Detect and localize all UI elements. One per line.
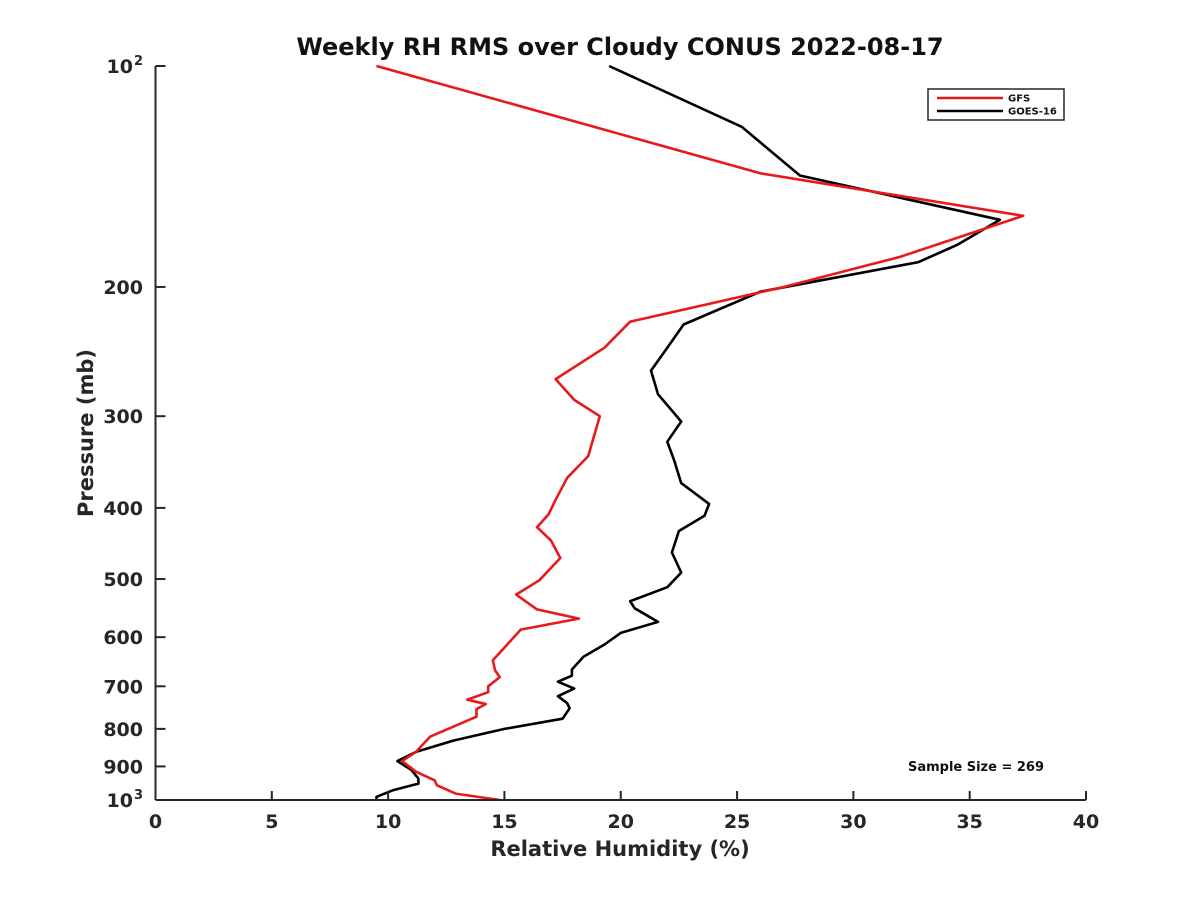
legend: GFS GOES-16: [927, 88, 1065, 121]
y-tick-label: 500: [103, 569, 143, 591]
x-tick-label: 10: [375, 811, 401, 833]
axes: [154, 66, 1086, 801]
y-tick-label: 300: [103, 406, 143, 428]
series-line-goes-16: [375, 64, 1002, 800]
y-axis-label: Pressure (mb): [74, 349, 98, 517]
x-tick-label: 5: [265, 811, 278, 833]
series-layer: [375, 64, 1025, 802]
chart-title: Weekly RH RMS over Cloudy CONUS 2022-08-…: [296, 33, 943, 61]
legend-label: GOES-16: [1008, 107, 1057, 118]
y-tick-label: 400: [103, 498, 143, 520]
x-tick-label: 15: [491, 811, 517, 833]
legend-label: GFS: [1008, 94, 1030, 105]
y-tick-exponent: 2: [134, 54, 143, 69]
x-tick-label: 20: [608, 811, 634, 833]
y-tick-exponent: 3: [134, 788, 143, 803]
x-tick-label: 35: [956, 811, 982, 833]
sample-size-label: Sample Size = 269: [908, 760, 1044, 775]
x-tick-label: 40: [1073, 811, 1099, 833]
y-tick-label: 800: [103, 719, 143, 741]
y-tick-label: 10: [107, 56, 133, 78]
x-ticks: 0 5 10 15 20 25 30 35 40: [149, 791, 1099, 833]
x-tick-label: 30: [840, 811, 866, 833]
x-tick-label: 25: [724, 811, 750, 833]
x-tick-label: 0: [149, 811, 162, 833]
y-tick-label: 900: [103, 756, 143, 778]
x-axis-label: Relative Humidity (%): [490, 837, 749, 861]
series-line-gfs: [376, 64, 1025, 802]
y-tick-label: 600: [103, 627, 143, 649]
y-tick-label: 200: [103, 277, 143, 299]
y-tick-label: 10: [107, 790, 133, 812]
legend-box: [927, 88, 1065, 121]
y-tick-label: 700: [103, 676, 143, 698]
